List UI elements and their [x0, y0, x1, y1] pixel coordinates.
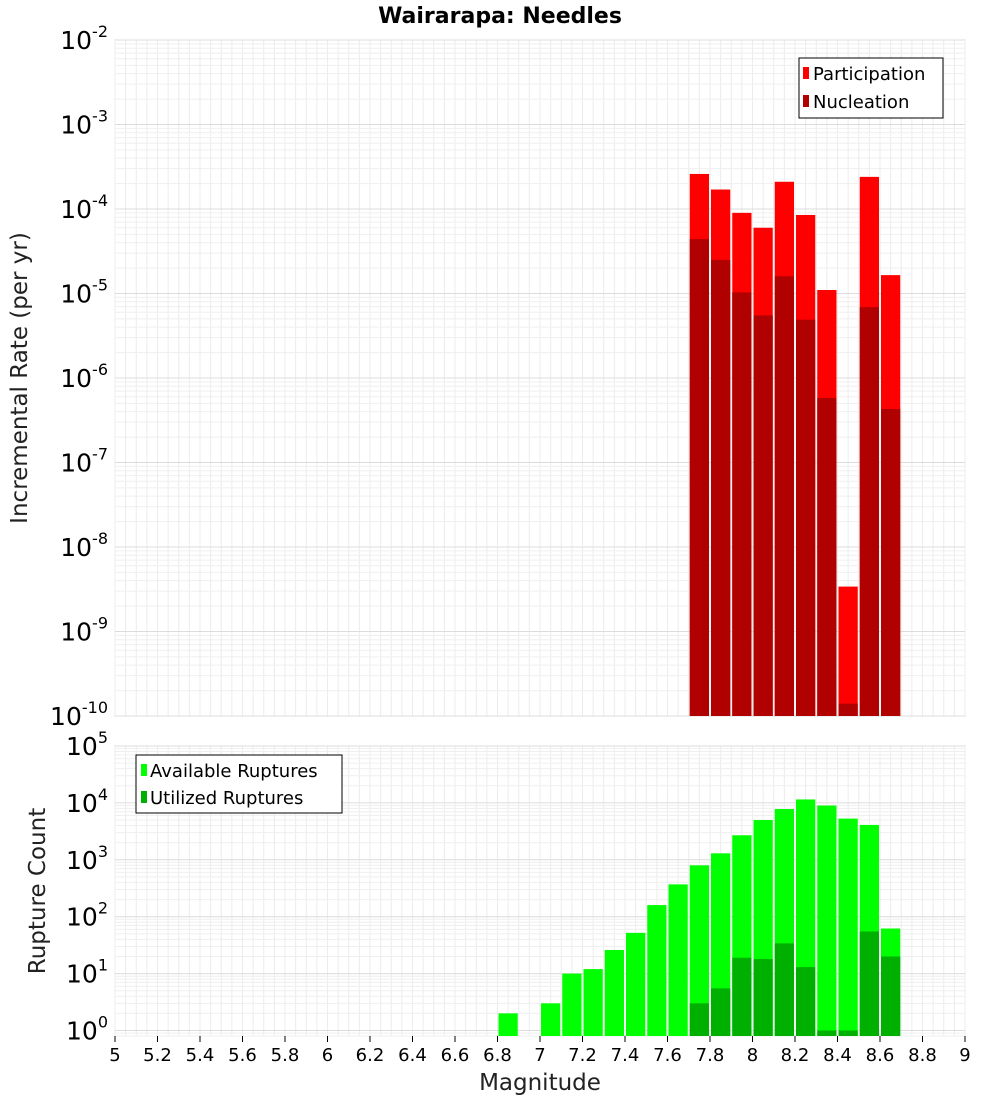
rate-bars [689, 173, 901, 717]
rate-bar-nucleation [774, 276, 794, 716]
rate-bar-nucleation [838, 703, 858, 716]
count-bar-utilized-ruptures [796, 967, 816, 1036]
count-y-tick-label: 103 [66, 842, 108, 875]
rate-bar-nucleation [753, 315, 773, 716]
utilized-legend-swatch [141, 791, 147, 803]
count-bar-available-ruptures [583, 969, 603, 1036]
rate-bar-nucleation [859, 307, 879, 716]
count-bar-utilized-ruptures [881, 956, 901, 1036]
rate-panel: 10-2 10-3 10-4 10-5 10-6 10-7 10-8 10-9 10-10 In… [7, 22, 966, 731]
count-y-tick-label: 104 [66, 785, 108, 818]
count-bar-utilized-ruptures [711, 988, 731, 1036]
rate-y-tick-label: 10-3 [60, 107, 108, 140]
x-tick-label: 5.4 [186, 1045, 215, 1066]
count-bar-available-ruptures [838, 818, 858, 1036]
count-bar-available-ruptures [689, 865, 709, 1036]
count-y-tick-label: 105 [66, 728, 108, 761]
count-legend-box [135, 754, 343, 814]
count-bar-utilized-ruptures [753, 959, 773, 1036]
x-axis-label: Magnitude [479, 1070, 601, 1096]
x-tick-label: 7.4 [611, 1045, 640, 1066]
count-y-tick-label: 100 [66, 1012, 108, 1045]
count-bars [498, 799, 901, 1036]
rate-y-tick-labels: 10-2 10-3 10-4 10-5 10-6 10-7 10-8 10-9 10-10 [50, 22, 108, 731]
chart-title: Wairarapa: Needles [378, 4, 622, 29]
rate-y-tick-label: 10-6 [60, 360, 108, 393]
rate-y-tick-label: 10-8 [60, 529, 108, 562]
available-legend-swatch [141, 764, 147, 776]
rate-bar-nucleation [796, 319, 816, 716]
x-tick-label: 6.4 [398, 1045, 427, 1066]
x-tick-label: 8.2 [781, 1045, 810, 1066]
count-y-axis-label: Rupture Count [25, 808, 51, 974]
x-tick-label: 5.8 [271, 1045, 300, 1066]
count-y-tick-labels: 105 104 103 102 101 100 [66, 728, 108, 1045]
rate-y-axis-label: Incremental Rate (per yr) [7, 232, 33, 524]
rate-y-tick-label: 10-10 [50, 698, 108, 731]
x-tick-label: 8.8 [908, 1045, 937, 1066]
rate-legend: Participation Nucleation [798, 57, 944, 119]
x-tick-label: 7.6 [653, 1045, 682, 1066]
available-legend-label: Available Ruptures [150, 761, 318, 782]
x-tick-label: 7.8 [696, 1045, 725, 1066]
count-y-tick-label: 102 [66, 899, 108, 932]
x-tick-label: 8 [747, 1045, 758, 1066]
x-tick-label: 6.2 [356, 1045, 385, 1066]
rate-bar-nucleation [732, 292, 752, 716]
count-bar-available-ruptures [626, 932, 646, 1036]
count-bar-available-ruptures [817, 805, 837, 1036]
rate-legend-box [798, 57, 944, 119]
x-tick-label: 6.6 [441, 1045, 470, 1066]
x-tick-labels: 5 5.2 5.4 5.6 5.8 6 6.2 6.4 6.6 6.8 7 7.2 7.4 7.6 7.8 8… [109, 1036, 971, 1066]
nucleation-legend-label: Nucleation [813, 92, 909, 113]
x-tick-label: 7 [534, 1045, 545, 1066]
rate-y-tick-label: 10-5 [60, 276, 108, 309]
count-panel: 105 104 103 102 101 100 5 5.2 5.4 5.6 5.8 6 6.2 6.4 6… [25, 728, 971, 1096]
rate-y-tick-label: 10-9 [60, 614, 108, 647]
rate-bar-nucleation [881, 408, 901, 716]
rate-bar-participation [838, 586, 858, 716]
count-bar-available-ruptures [647, 905, 667, 1036]
count-bar-available-ruptures [668, 884, 688, 1036]
count-bar-available-ruptures [562, 973, 582, 1036]
count-bar-available-ruptures [604, 949, 624, 1036]
utilized-legend-label: Utilized Ruptures [150, 788, 303, 809]
rate-y-tick-label: 10-2 [60, 22, 108, 55]
count-bar-utilized-ruptures [859, 931, 879, 1036]
rate-y-tick-label: 10-7 [60, 445, 108, 478]
x-tick-label: 8.4 [823, 1045, 852, 1066]
count-bar-utilized-ruptures [838, 1030, 858, 1036]
count-bar-utilized-ruptures [689, 1003, 709, 1036]
count-bar-available-ruptures [541, 1003, 561, 1036]
count-bar-available-ruptures [498, 1013, 518, 1036]
rate-bar-nucleation [689, 239, 709, 717]
count-bar-utilized-ruptures [732, 957, 752, 1036]
participation-legend-label: Participation [813, 64, 925, 85]
rate-y-tick-label: 10-4 [60, 191, 108, 224]
count-legend: Available Ruptures Utilized Ruptures [135, 754, 343, 814]
x-tick-label: 7.2 [568, 1045, 597, 1066]
rate-bar-nucleation [711, 259, 731, 716]
x-tick-label: 9 [959, 1045, 970, 1066]
x-tick-label: 6 [322, 1045, 333, 1066]
x-tick-label: 5 [109, 1045, 120, 1066]
x-tick-label: 5.2 [143, 1045, 172, 1066]
count-y-tick-label: 101 [66, 956, 108, 989]
nucleation-legend-swatch [803, 95, 809, 107]
x-tick-label: 6.8 [483, 1045, 512, 1066]
count-bar-utilized-ruptures [774, 943, 794, 1036]
participation-legend-swatch [803, 67, 809, 79]
x-tick-label: 8.6 [866, 1045, 895, 1066]
count-bar-utilized-ruptures [817, 1030, 837, 1036]
rate-gridlines [114, 39, 966, 717]
rate-bar-nucleation [817, 397, 837, 716]
x-tick-label: 5.6 [228, 1045, 257, 1066]
